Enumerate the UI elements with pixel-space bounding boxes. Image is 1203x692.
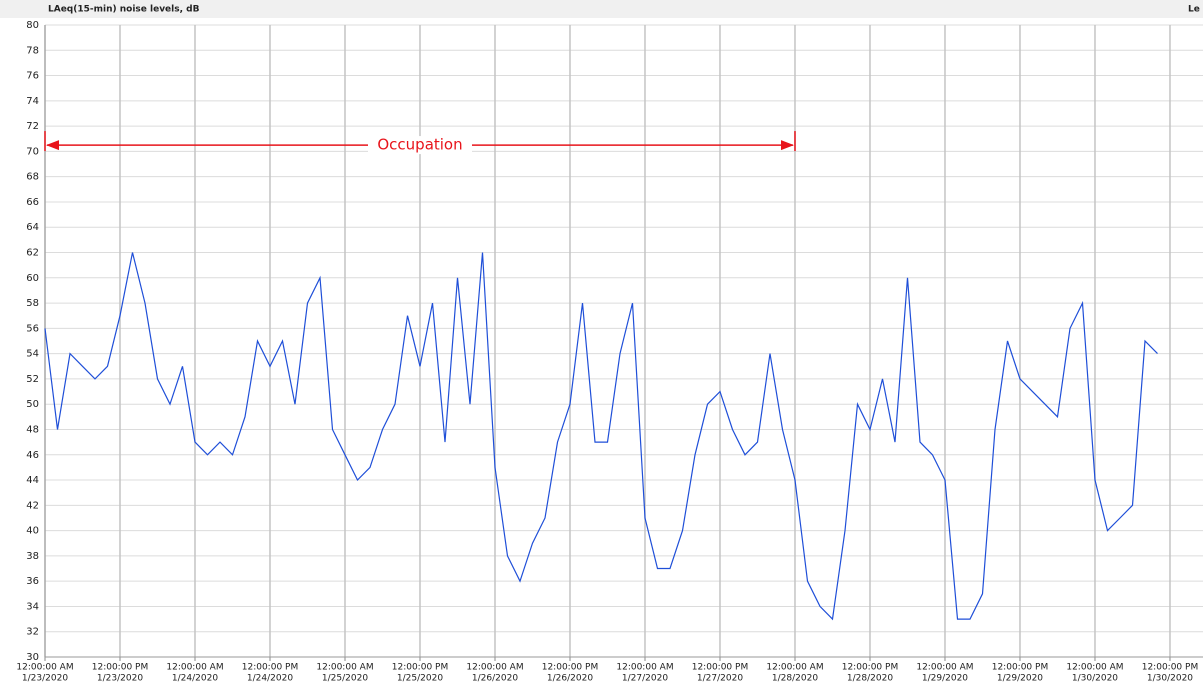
annotation-text: Occupation xyxy=(377,136,462,154)
x-tick-label: 12:00:00 AM xyxy=(316,663,373,673)
x-tick-label: 1/24/2020 xyxy=(172,674,218,684)
y-tick-label: 56 xyxy=(26,323,39,334)
legend-title: Le xyxy=(1188,5,1200,15)
chart-title: LAeq(15-min) noise levels, dB xyxy=(48,5,200,15)
x-tick-label: 12:00:00 PM xyxy=(842,663,898,673)
y-tick-label: 52 xyxy=(26,374,39,385)
x-tick-label: 12:00:00 PM xyxy=(92,663,148,673)
x-tick-label: 12:00:00 PM xyxy=(242,663,298,673)
x-tick-label: 1/27/2020 xyxy=(697,674,743,684)
x-tick-label: 1/27/2020 xyxy=(622,674,668,684)
x-tick-label: 1/24/2020 xyxy=(247,674,293,684)
arrow-head xyxy=(780,140,794,151)
y-tick-label: 76 xyxy=(26,71,39,82)
y-tick-label: 74 xyxy=(26,96,39,107)
x-tick-label: 12:00:00 PM xyxy=(1142,663,1198,673)
x-tick-label: 12:00:00 PM xyxy=(392,663,448,673)
x-tick-label: 12:00:00 PM xyxy=(692,663,748,673)
y-tick-label: 64 xyxy=(26,222,39,233)
y-tick-label: 30 xyxy=(26,652,39,663)
x-tick-label: 1/25/2020 xyxy=(397,674,443,684)
x-tick-label: 1/29/2020 xyxy=(922,674,968,684)
x-tick-label: 1/26/2020 xyxy=(472,674,518,684)
y-tick-label: 48 xyxy=(26,424,39,435)
y-tick-label: 60 xyxy=(26,273,39,284)
y-tick-label: 42 xyxy=(26,500,39,511)
x-tick-label: 12:00:00 AM xyxy=(1066,663,1123,673)
x-tick-label: 12:00:00 AM xyxy=(166,663,223,673)
header-band xyxy=(0,0,1203,18)
y-tick-label: 62 xyxy=(26,248,39,259)
y-tick-label: 54 xyxy=(26,349,39,360)
y-tick-label: 78 xyxy=(26,45,39,56)
y-tick-label: 66 xyxy=(26,197,39,208)
x-tick-label: 12:00:00 PM xyxy=(992,663,1048,673)
x-tick-label: 1/30/2020 xyxy=(1072,674,1118,684)
y-tick-label: 46 xyxy=(26,450,39,461)
y-tick-label: 72 xyxy=(26,121,39,132)
y-tick-label: 38 xyxy=(26,551,39,562)
x-tick-label: 12:00:00 AM xyxy=(16,663,73,673)
x-tick-label: 1/23/2020 xyxy=(97,674,143,684)
x-tick-label: 1/29/2020 xyxy=(997,674,1043,684)
x-tick-label: 12:00:00 PM xyxy=(542,663,598,673)
x-tick-label: 12:00:00 AM xyxy=(766,663,823,673)
x-tick-label: 12:00:00 AM xyxy=(616,663,673,673)
line-series xyxy=(44,252,1158,621)
y-tick-label: 44 xyxy=(26,475,39,486)
y-tick-label: 68 xyxy=(26,172,39,183)
y-tick-label: 58 xyxy=(26,298,39,309)
x-tick-label: 12:00:00 AM xyxy=(466,663,523,673)
y-tick-label: 32 xyxy=(26,627,39,638)
x-tick-label: 1/25/2020 xyxy=(322,674,368,684)
x-tick-label: 12:00:00 AM xyxy=(916,663,973,673)
y-tick-label: 80 xyxy=(26,20,39,31)
x-tick-label: 1/28/2020 xyxy=(847,674,893,684)
x-tick-label: 1/23/2020 xyxy=(22,674,68,684)
x-tick-label: 1/26/2020 xyxy=(547,674,593,684)
y-tick-label: 40 xyxy=(26,526,39,537)
annotation-bg xyxy=(367,136,472,155)
y-tick-label: 50 xyxy=(26,399,39,410)
y-tick-label: 36 xyxy=(26,576,39,587)
arrow-head xyxy=(46,140,59,151)
x-tick-label: 1/28/2020 xyxy=(772,674,818,684)
x-tick-label: 1/30/2020 xyxy=(1147,674,1193,684)
plot-area xyxy=(45,25,1203,657)
y-tick-label: 34 xyxy=(26,601,39,612)
y-tick-label: 70 xyxy=(26,146,39,157)
